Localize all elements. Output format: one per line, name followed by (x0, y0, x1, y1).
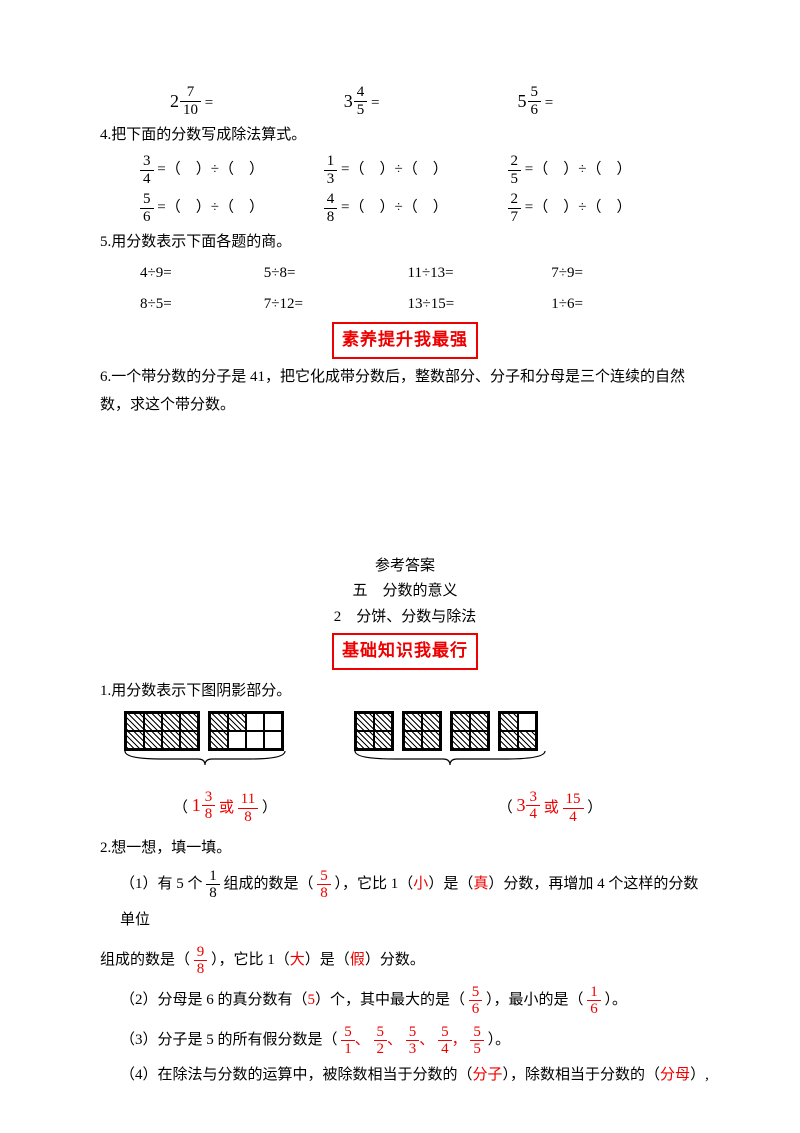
q4-row1: 34 =（ ）÷（ ） 13 =（ ）÷（ ） 25 =（ ）÷（ ） (100, 153, 710, 187)
q4-row2: 56 =（ ）÷（ ） 48 =（ ）÷（ ） 27 =（ ）÷（ ） (100, 191, 710, 225)
mixed-1: 2 710 (170, 84, 201, 118)
grid-3 (354, 711, 394, 751)
brace-icon (120, 749, 290, 765)
grid-1 (124, 711, 200, 751)
q6-text: 6.一个带分数的分子是 41，把它化成带分数后，整数部分、分子和分母是三个连续的… (100, 363, 710, 420)
a2-p1: （1）有 5 个 18 组成的数是（ 58 ），它比 1（小）是（真）分数，再增… (100, 866, 710, 938)
grid-6 (498, 711, 538, 751)
grid-2 (208, 711, 284, 751)
answer-header: 参考答案 五 分数的意义 2 分饼、分数与除法 (100, 554, 710, 631)
a1-right-group (350, 711, 550, 765)
a1-answers: （ 1 38 或 118 ） （ 3 34 或 154 ） (100, 789, 710, 825)
a1-right-mixed: 3 34 (516, 789, 540, 823)
a1-left-improper: 118 (238, 791, 258, 825)
banner-basics: 基础知识我最行 (100, 633, 710, 670)
frac-4-8: 48 (324, 191, 338, 225)
page: 2 710 = 3 45 = 5 56 = 4.把下面的分数写成 (0, 0, 800, 1133)
q5-row2: 8÷5= 7÷12= 13÷15= 1÷6= (100, 291, 710, 318)
mixed-2: 3 45 (344, 84, 368, 118)
frac-2-7: 27 (508, 191, 522, 225)
q5-row1: 4÷9= 5÷8= 11÷13= 7÷9= (100, 260, 710, 287)
grid-4 (402, 711, 442, 751)
top-mixed-row: 2 710 = 3 45 = 5 56 = (100, 84, 710, 118)
frac-1-3: 13 (324, 153, 338, 187)
a1-right-improper: 154 (563, 791, 584, 825)
q4-title: 4.把下面的分数写成除法算式。 (100, 122, 710, 149)
a1-left-mixed: 1 38 (192, 789, 216, 823)
a2-p4: （4）在除法与分数的运算中，被除数相当于分数的（分子），除数相当于分数的（分母）… (100, 1062, 710, 1089)
brace-icon (350, 749, 550, 765)
a1-left-group (120, 711, 290, 765)
frac-3-4: 34 (140, 153, 154, 187)
a2-p2: （2）分母是 6 的真分数有（5）个，其中最大的是（ 56 ），最小的是（ 16… (100, 982, 710, 1018)
banner-literacy: 素养提升我最强 (100, 322, 710, 359)
a1-title: 1.用分数表示下图阴影部分。 (100, 678, 710, 705)
a2-title: 2.想一想，填一填。 (100, 835, 710, 862)
a2-p3: （3）分子是 5 的所有假分数是（ 51、 52、 53、 54， 55 ）。 (100, 1022, 710, 1058)
grid-5 (450, 711, 490, 751)
a1-figures (100, 711, 710, 765)
mixed-3: 5 56 (518, 84, 542, 118)
q5-title: 5.用分数表示下面各题的商。 (100, 229, 710, 256)
a2-p1b: 组成的数是（ 98 ），它比 1（大）是（假）分数。 (100, 942, 710, 978)
frac-5-6: 56 (140, 191, 154, 225)
frac-2-5: 25 (508, 153, 522, 187)
